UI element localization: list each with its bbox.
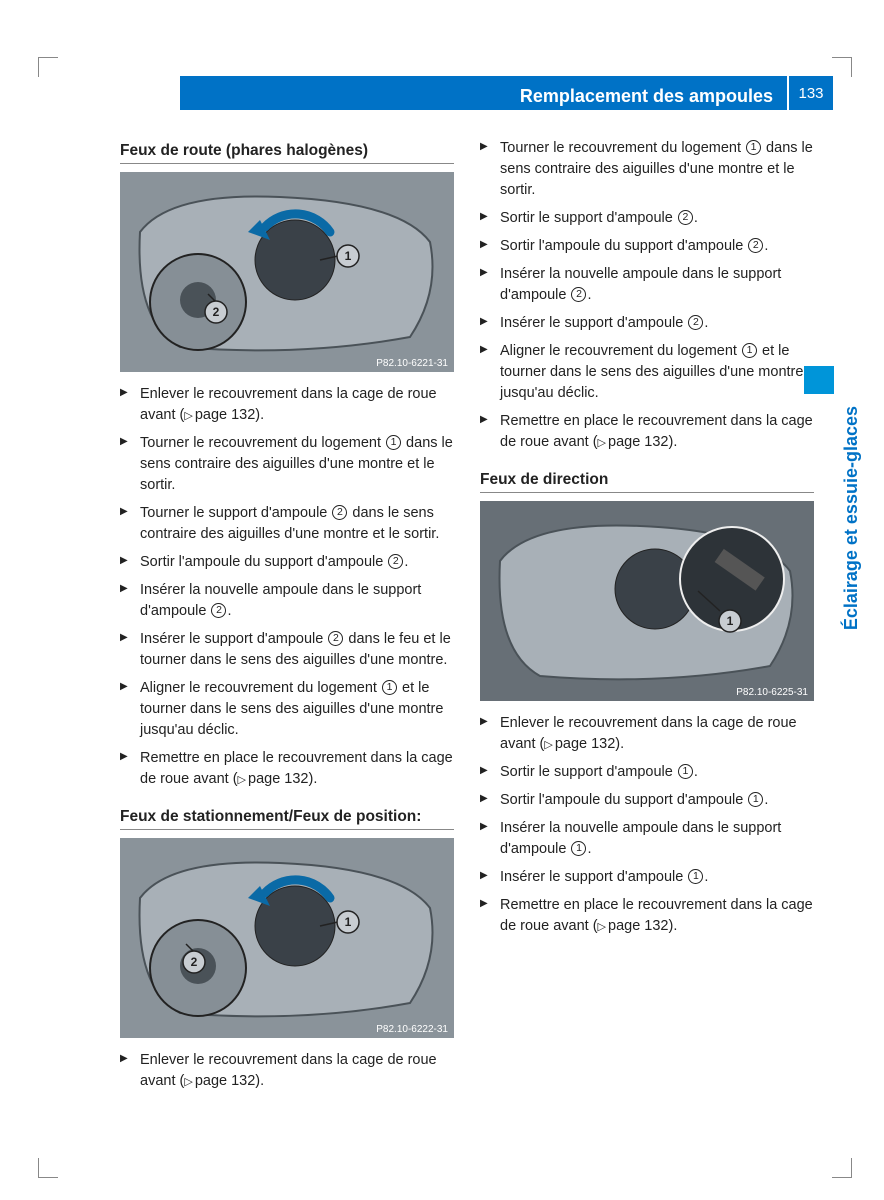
svg-text:1: 1: [345, 915, 352, 929]
svg-text:2: 2: [191, 955, 198, 969]
svg-text:1: 1: [727, 614, 734, 628]
section-heading: Feux de route (phares halogènes): [120, 142, 454, 164]
step-item: Sortir l'ampoule du support d'ampoule 1.: [480, 790, 814, 811]
page: Remplacement des ampoules 133 Éclairage …: [58, 76, 833, 1156]
step-item: Sortir le support d'ampoule 2.: [480, 208, 814, 229]
step-item: Aligner le recouvrement du logement 1 et…: [480, 341, 814, 404]
page-reference: page 132: [544, 736, 615, 752]
step-item: Enlever le recouvrement dans la cage de …: [120, 384, 454, 426]
side-tab-label: Éclairage et essuie-glaces: [841, 406, 862, 630]
callout-number-1: 1: [571, 841, 586, 856]
chapter-title: Remplacement des ampoules: [180, 76, 787, 110]
step-list: Enlever le recouvrement dans la cage de …: [120, 384, 454, 790]
callout-number-1: 1: [742, 343, 757, 358]
page-reference: page 132: [184, 1073, 255, 1089]
figure-caption: P82.10-6221-31: [376, 358, 448, 369]
callout-number-2: 2: [571, 287, 586, 302]
callout-number-1: 1: [748, 792, 763, 807]
page-reference: page 132: [238, 771, 309, 787]
headlight-diagram: 12: [120, 172, 450, 372]
callout-number-2: 2: [211, 603, 226, 618]
header-bar: Remplacement des ampoules 133: [180, 76, 833, 110]
step-item: Insérer la nouvelle ampoule dans le supp…: [480, 818, 814, 860]
step-item: Insérer la nouvelle ampoule dans le supp…: [480, 264, 814, 306]
figure-caption: P82.10-6225-31: [736, 687, 808, 698]
figure: 1 P82.10-6225-31: [480, 501, 814, 701]
callout-number-1: 1: [746, 140, 761, 155]
callout-number-1: 1: [382, 680, 397, 695]
step-item: Sortir le support d'ampoule 1.: [480, 762, 814, 783]
crop-mark: [38, 1158, 58, 1178]
page-number: 133: [789, 76, 833, 110]
callout-number-2: 2: [748, 238, 763, 253]
svg-text:1: 1: [345, 249, 352, 263]
figure: 12P82.10-6222-31: [120, 838, 454, 1038]
crop-mark: [832, 1158, 852, 1178]
step-item: Remettre en place le recouvrement dans l…: [480, 411, 814, 453]
step-item: Insérer le support d'ampoule 1.: [480, 867, 814, 888]
step-item: Tourner le recouvrement du logement 1 da…: [480, 138, 814, 201]
step-item: Sortir l'ampoule du support d'ampoule 2.: [480, 236, 814, 257]
step-item: Tourner le support d'ampoule 2 dans le s…: [120, 503, 454, 545]
callout-number-2: 2: [332, 505, 347, 520]
step-item: Insérer le support d'ampoule 2.: [480, 313, 814, 334]
page-reference: page 132: [598, 918, 669, 934]
figure-caption: P82.10-6222-31: [376, 1024, 448, 1035]
content-area: Feux de route (phares halogènes)12P82.10…: [120, 138, 814, 1138]
step-item: Aligner le recouvrement du logement 1 et…: [120, 678, 454, 741]
step-item: Sortir l'ampoule du support d'ampoule 2.: [120, 552, 454, 573]
page-reference: page 132: [598, 434, 669, 450]
callout-number-2: 2: [328, 631, 343, 646]
step-item: Remettre en place le recouvrement dans l…: [120, 748, 454, 790]
step-item: Enlever le recouvrement dans la cage de …: [480, 713, 814, 755]
step-item: Insérer le support d'ampoule 2 dans le f…: [120, 629, 454, 671]
page-reference: page 132: [184, 407, 255, 423]
callout-number-1: 1: [688, 869, 703, 884]
callout-number-1: 1: [678, 764, 693, 779]
svg-text:2: 2: [213, 305, 220, 319]
callout-number-2: 2: [388, 554, 403, 569]
step-item: Tourner le recouvrement du logement 1 da…: [120, 433, 454, 496]
figure: 12P82.10-6221-31: [120, 172, 454, 372]
headlight-diagram: 12: [120, 838, 450, 1038]
crop-mark: [832, 57, 852, 77]
callout-number-2: 2: [688, 315, 703, 330]
step-item: Remettre en place le recouvrement dans l…: [480, 895, 814, 937]
callout-number-1: 1: [386, 435, 401, 450]
step-item: Insérer la nouvelle ampoule dans le supp…: [120, 580, 454, 622]
section-heading: Feux de stationnement/Feux de position:: [120, 808, 454, 830]
step-item: Enlever le recouvrement dans la cage de …: [120, 1050, 454, 1092]
callout-number-2: 2: [678, 210, 693, 225]
section-heading: Feux de direction: [480, 471, 814, 493]
crop-mark: [38, 57, 58, 77]
headlight-diagram: 1: [480, 501, 810, 701]
step-list: Enlever le recouvrement dans la cage de …: [480, 713, 814, 937]
